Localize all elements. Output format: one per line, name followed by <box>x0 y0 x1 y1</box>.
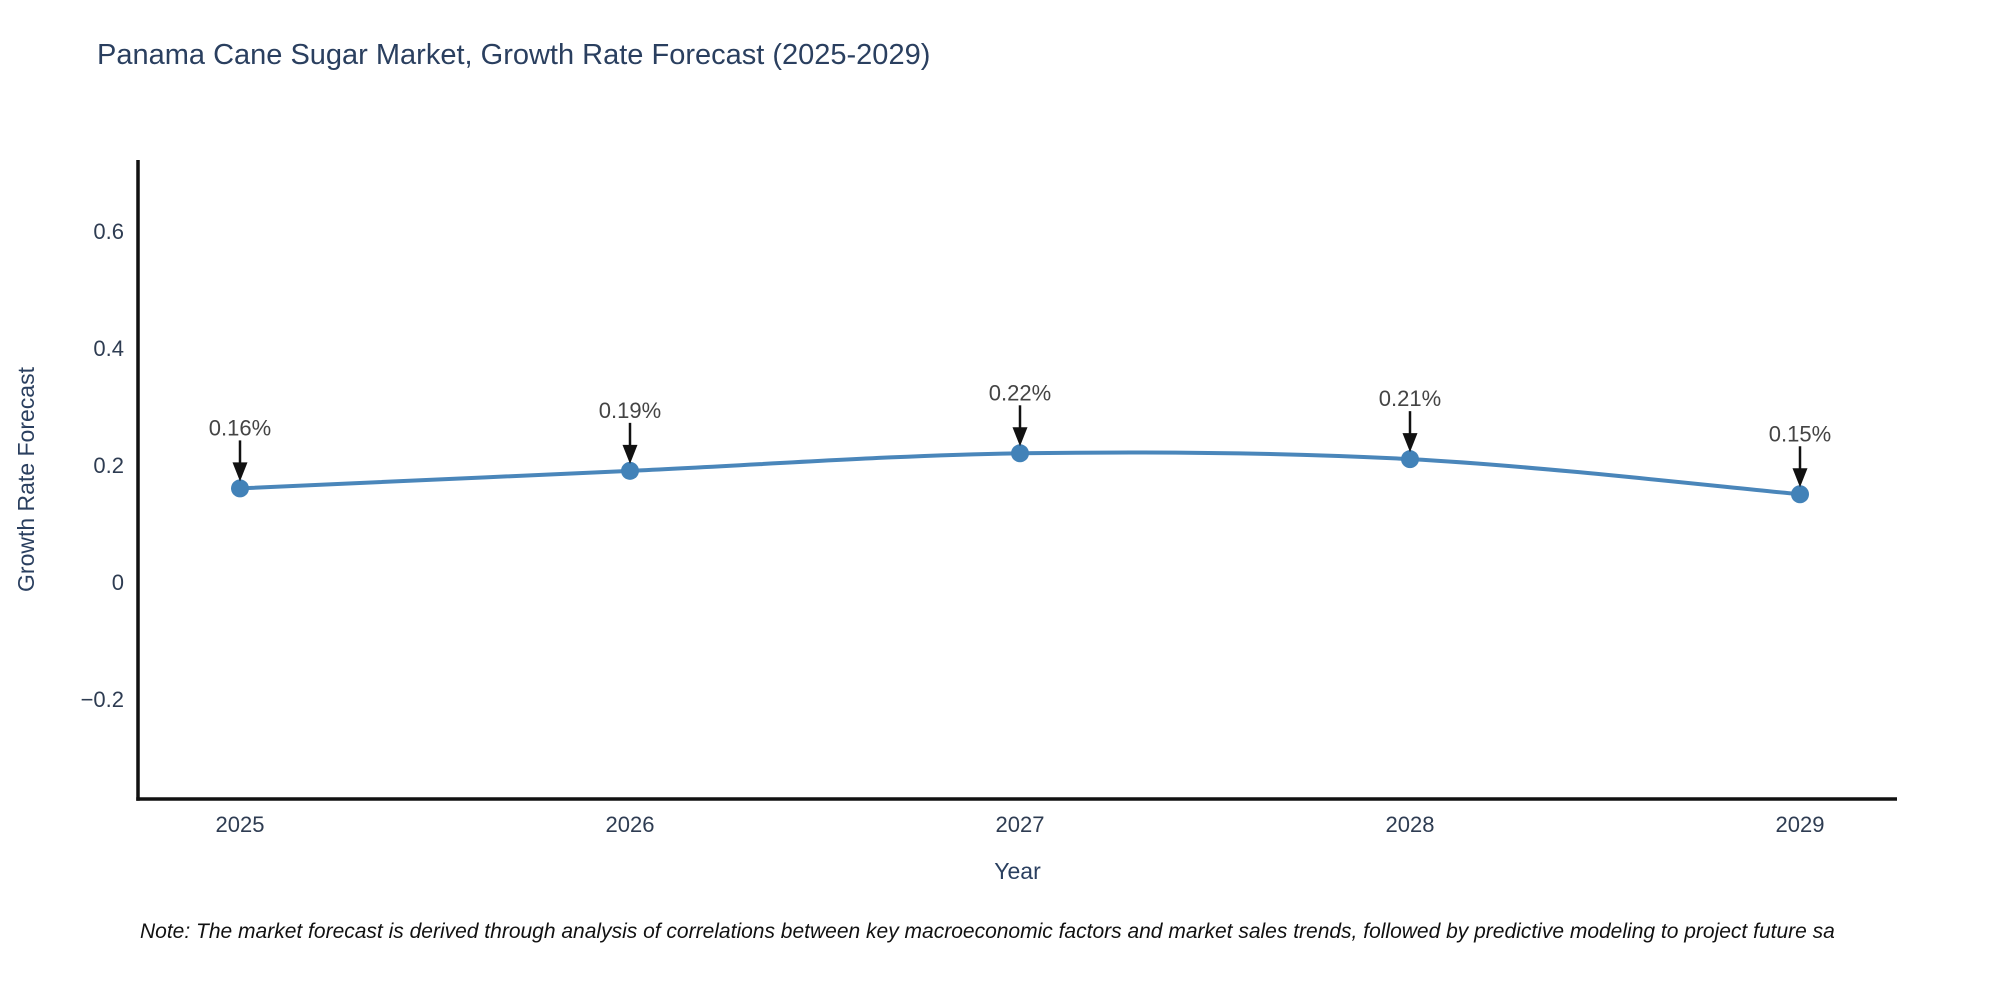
x-tick-label: 2029 <box>1776 812 1825 837</box>
x-tick-label: 2028 <box>1386 812 1435 837</box>
annotation-arrowhead <box>1402 433 1418 453</box>
data-point-2029[interactable] <box>1791 485 1809 504</box>
x-axis-title: Year <box>994 858 1041 884</box>
y-tick-label: 0.6 <box>93 219 124 244</box>
data-point-2025[interactable] <box>231 479 249 498</box>
data-point-2026[interactable] <box>621 461 639 480</box>
y-axis-title: Growth Rate Forecast <box>13 366 39 592</box>
footnote: Note: The market forecast is derived thr… <box>140 920 1835 943</box>
point-value-label: 0.16% <box>209 415 271 440</box>
annotation-arrowhead <box>1012 427 1028 447</box>
y-tick-label: 0 <box>112 570 124 595</box>
y-tick-label: 0.4 <box>93 336 124 361</box>
data-point-2028[interactable] <box>1401 450 1419 469</box>
annotation-arrowhead <box>232 462 248 482</box>
x-tick-label: 2027 <box>996 812 1045 837</box>
point-value-label: 0.21% <box>1379 386 1441 411</box>
y-tick-label: 0.2 <box>93 453 124 478</box>
point-value-label: 0.22% <box>989 380 1051 405</box>
point-value-label: 0.15% <box>1769 421 1831 446</box>
x-tick-label: 2026 <box>606 812 655 837</box>
x-tick-label: 2025 <box>216 812 265 837</box>
chart-title: Panama Cane Sugar Market, Growth Rate Fo… <box>97 39 931 71</box>
annotation-arrowhead <box>622 444 638 464</box>
annotation-arrowhead <box>1792 468 1808 488</box>
data-point-2027[interactable] <box>1011 444 1029 463</box>
y-tick-label: −0.2 <box>81 687 124 712</box>
point-value-label: 0.19% <box>599 398 661 423</box>
